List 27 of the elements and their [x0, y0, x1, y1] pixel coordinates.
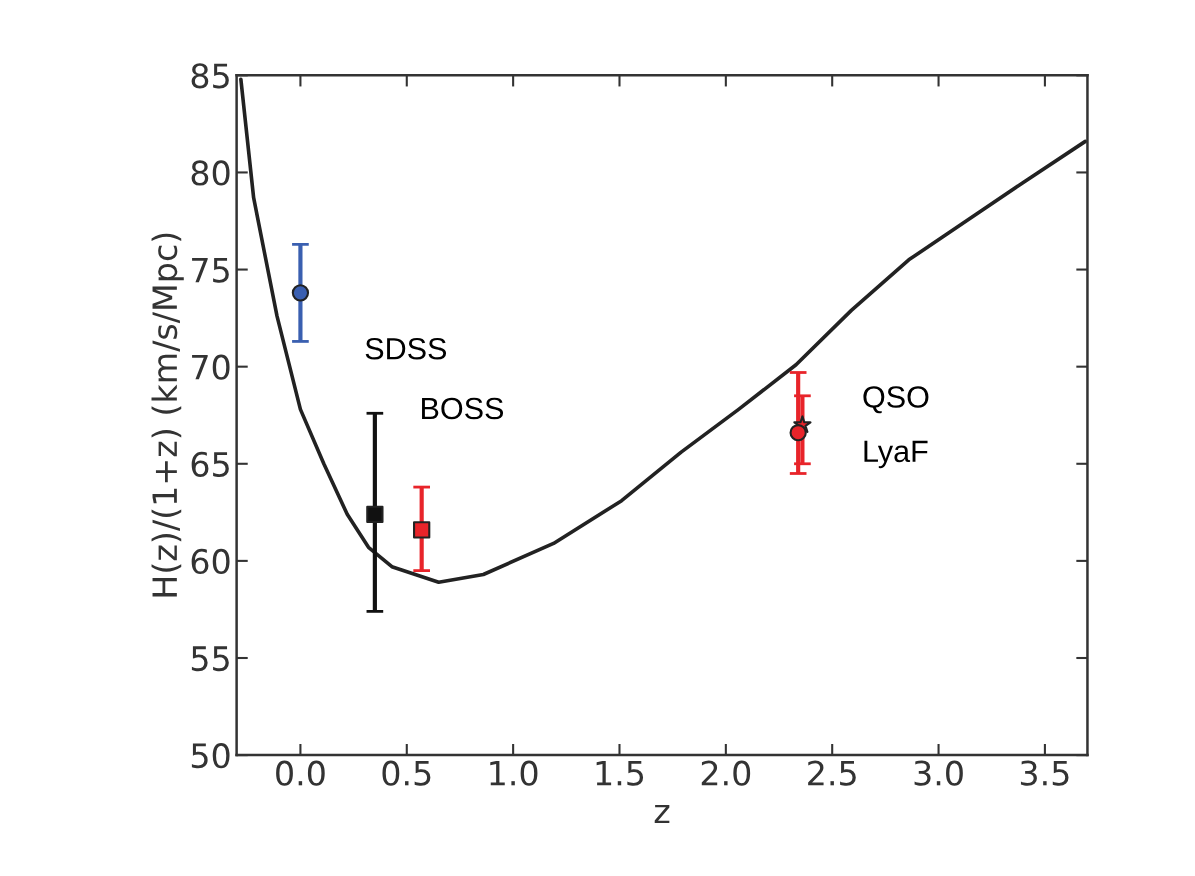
x-tick-label: 1.0 [490, 760, 538, 786]
x-tick-label: 2.5 [808, 760, 856, 786]
point [413, 521, 431, 539]
point [366, 505, 384, 523]
x-tick-label: 1.5 [596, 761, 644, 786]
point [789, 424, 807, 442]
annotation: QSO [863, 386, 929, 414]
point [291, 284, 310, 302]
x-axis-title: z [654, 804, 670, 824]
y-tick-label: 65 [191, 451, 229, 477]
y-tick-label: 70 [192, 354, 230, 380]
x-tick-label: 3.0 [914, 760, 963, 786]
y-tick-label: 85 [191, 63, 229, 89]
annotation: LyaF [864, 440, 928, 469]
y-tick-label: 80 [191, 160, 230, 186]
x-tick-label: 0.5 [382, 760, 431, 786]
line-series [239, 77, 1088, 585]
y-axis-title: H(z)/(1+z) (km/s/Mpc) [151, 233, 184, 597]
annotation: BOSS [422, 397, 504, 420]
y-tick-label: 50 [191, 743, 230, 769]
annotation: SDSS [365, 337, 447, 360]
y-tick-label: 60 [191, 548, 230, 575]
y-tick-label: 75 [192, 257, 229, 283]
x-tick-label: 0.0 [276, 760, 325, 786]
x-tick-label: 2.0 [701, 760, 751, 786]
y-tick-label: 55 [191, 646, 229, 672]
x-tick-label: 3.5 [1020, 760, 1069, 786]
